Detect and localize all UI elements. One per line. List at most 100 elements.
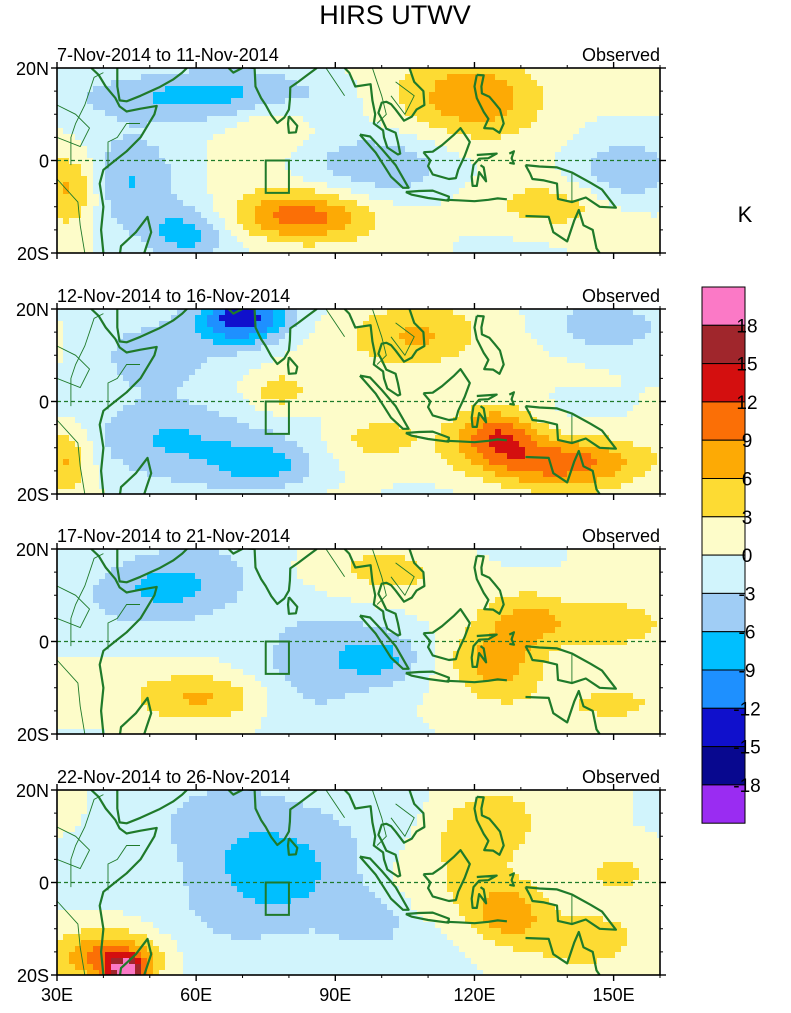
field-cell <box>525 104 532 111</box>
field-cell <box>471 351 478 358</box>
field-cell <box>309 351 316 358</box>
field-cell <box>441 176 448 183</box>
field-cell <box>621 369 628 376</box>
field-cell <box>597 134 604 141</box>
field-cell <box>321 357 328 364</box>
field-cell <box>213 339 220 346</box>
field-cell <box>579 387 586 394</box>
field-cell <box>489 399 496 406</box>
field-cell <box>603 86 610 93</box>
field-cell <box>105 98 112 105</box>
field-cell <box>171 140 178 147</box>
field-cell <box>69 393 76 400</box>
field-cell <box>213 104 220 111</box>
field-cell <box>549 333 556 340</box>
field-cell <box>585 206 592 213</box>
field-cell <box>261 152 268 159</box>
field-cell <box>327 158 334 165</box>
field-cell <box>381 224 388 231</box>
field-cell <box>489 140 496 147</box>
field-cell <box>615 92 622 99</box>
field-cell <box>363 387 370 394</box>
field-cell <box>609 152 616 159</box>
field-cell <box>237 315 244 322</box>
field-cell <box>399 170 406 177</box>
field-cell <box>183 309 190 316</box>
field-cell <box>609 375 616 382</box>
field-cell <box>501 369 508 376</box>
field-cell <box>471 230 478 237</box>
field-cell <box>87 110 94 117</box>
field-cell <box>573 381 580 388</box>
field-cell <box>543 357 550 364</box>
field-cell <box>327 176 334 183</box>
field-cell <box>441 351 448 358</box>
field-cell <box>297 116 304 123</box>
field-cell <box>177 140 184 147</box>
field-cell <box>609 146 616 153</box>
field-cell <box>135 170 142 177</box>
field-cell <box>639 188 646 195</box>
field-cell <box>321 375 328 382</box>
field-cell <box>579 194 586 201</box>
field-cell <box>537 74 544 81</box>
field-cell <box>483 194 490 201</box>
field-cell <box>375 86 382 93</box>
field-cell <box>375 80 382 87</box>
field-cell <box>405 321 412 328</box>
field-cell <box>123 74 130 81</box>
field-cell <box>75 375 82 382</box>
field-cell <box>285 110 292 117</box>
field-cell <box>453 80 460 87</box>
field-cell <box>405 164 412 171</box>
field-cell <box>567 327 574 334</box>
field-cell <box>81 375 88 382</box>
field-cell <box>159 68 166 75</box>
field-cell <box>285 248 292 253</box>
field-cell <box>429 345 436 352</box>
field-cell <box>237 327 244 334</box>
field-cell <box>195 194 202 201</box>
field-cell <box>459 315 466 322</box>
field-cell <box>519 110 526 117</box>
field-cell <box>351 411 358 418</box>
field-cell <box>177 158 184 165</box>
field-cell <box>429 248 436 253</box>
field-cell <box>225 104 232 111</box>
field-cell <box>357 152 364 159</box>
field-cell <box>351 345 358 352</box>
field-cell <box>189 405 196 412</box>
field-cell <box>519 104 526 111</box>
field-cell <box>561 200 568 207</box>
field-cell <box>309 158 316 165</box>
field-cell <box>543 104 550 111</box>
field-cell <box>201 242 208 249</box>
country-border <box>57 178 86 253</box>
field-cell <box>543 86 550 93</box>
field-cell <box>57 170 64 177</box>
field-cell <box>459 86 466 93</box>
field-cell <box>63 140 70 147</box>
field-cell <box>519 224 526 231</box>
field-cell <box>195 375 202 382</box>
field-cell <box>225 146 232 153</box>
field-cell <box>315 98 322 105</box>
field-cell <box>351 68 358 75</box>
field-cell <box>507 128 514 135</box>
field-cell <box>135 230 142 237</box>
field-cell <box>429 68 436 75</box>
field-cell <box>549 321 556 328</box>
field-cell <box>135 200 142 207</box>
field-cell <box>75 351 82 358</box>
field-cell <box>303 315 310 322</box>
field-cell <box>573 321 580 328</box>
field-cell <box>417 164 424 171</box>
field-cell <box>189 327 196 334</box>
field-cell <box>219 399 226 406</box>
field-cell <box>117 176 124 183</box>
field-cell <box>339 339 346 346</box>
field-cell <box>195 381 202 388</box>
field-cell <box>603 242 610 249</box>
field-cell <box>399 236 406 243</box>
field-cell <box>387 98 394 105</box>
